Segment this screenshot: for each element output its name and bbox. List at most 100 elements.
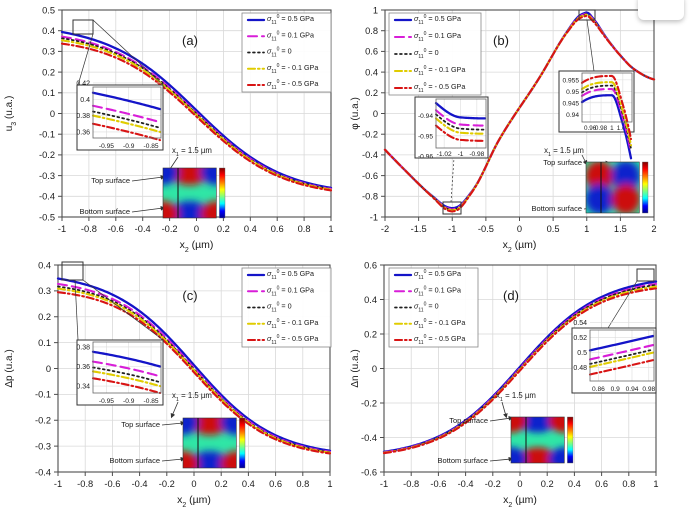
svg-text:-0.96: -0.96	[418, 154, 433, 161]
svg-text:0.2: 0.2	[42, 67, 55, 77]
svg-text:0.86: 0.86	[592, 386, 605, 393]
svg-text:Top surface: Top surface	[449, 416, 488, 425]
svg-text:Top surface: Top surface	[91, 176, 130, 185]
svg-text:-0.4: -0.4	[35, 467, 51, 477]
svg-text:-0.95: -0.95	[418, 133, 433, 140]
svg-text:0: 0	[46, 364, 51, 374]
svg-text:-1: -1	[380, 479, 388, 489]
svg-text:0.42: 0.42	[76, 80, 90, 87]
svg-text:0.945: 0.945	[562, 100, 579, 107]
svg-text:1: 1	[328, 224, 333, 234]
svg-text:-0.4: -0.4	[135, 224, 151, 234]
svg-text:0.98: 0.98	[642, 386, 655, 393]
svg-text:-1: -1	[458, 151, 464, 158]
svg-text:-0.6: -0.6	[108, 224, 124, 234]
svg-text:0.48: 0.48	[573, 365, 587, 372]
svg-text:2: 2	[651, 224, 656, 234]
svg-text:1: 1	[327, 479, 332, 489]
svg-text:-2: -2	[381, 224, 389, 234]
svg-text:0.6: 0.6	[595, 479, 608, 489]
svg-text:-0.9: -0.9	[123, 143, 135, 150]
svg-text:0.54: 0.54	[573, 320, 587, 327]
svg-text:0.8: 0.8	[622, 479, 635, 489]
svg-text:0.2: 0.2	[365, 88, 378, 98]
svg-text:Top surface: Top surface	[121, 420, 160, 429]
svg-text:-0.4: -0.4	[361, 433, 377, 443]
svg-text:0.5: 0.5	[577, 350, 587, 357]
svg-text:0.4: 0.4	[80, 97, 90, 104]
svg-text:Δn (u.a.): Δn (u.a.)	[350, 349, 361, 387]
svg-text:0.38: 0.38	[76, 113, 90, 120]
svg-text:-0.95: -0.95	[99, 143, 114, 150]
svg-text:0.98: 0.98	[595, 125, 608, 132]
svg-text:-0.2: -0.2	[485, 479, 501, 489]
svg-text:-1: -1	[448, 224, 456, 234]
svg-text:1.5: 1.5	[614, 224, 627, 234]
svg-text:0.5: 0.5	[42, 5, 55, 15]
svg-text:-0.85: -0.85	[144, 143, 159, 150]
svg-text:(b): (b)	[493, 33, 509, 48]
svg-text:0: 0	[372, 364, 377, 374]
svg-text:0: 0	[50, 109, 55, 119]
svg-text:0.8: 0.8	[298, 224, 311, 234]
svg-text:0.6: 0.6	[269, 479, 282, 489]
svg-text:-0.4: -0.4	[39, 192, 55, 202]
svg-text:-0.2: -0.2	[159, 479, 175, 489]
svg-text:Bottom surface: Bottom surface	[532, 204, 582, 213]
svg-text:-0.4: -0.4	[458, 479, 474, 489]
svg-text:-0.8: -0.8	[77, 479, 93, 489]
svg-text:(d): (d)	[503, 288, 519, 303]
svg-text:-0.6: -0.6	[361, 467, 377, 477]
svg-text:-0.8: -0.8	[362, 192, 378, 202]
svg-text:1: 1	[610, 125, 614, 132]
svg-text:Bottom surface: Bottom surface	[110, 456, 160, 465]
svg-text:-0.6: -0.6	[430, 479, 446, 489]
svg-text:-0.3: -0.3	[35, 441, 51, 451]
svg-text:-1: -1	[58, 224, 66, 234]
svg-text:Top surface: Top surface	[543, 158, 582, 167]
svg-text:0: 0	[517, 224, 522, 234]
svg-text:-0.94: -0.94	[418, 113, 433, 120]
svg-text:0.3: 0.3	[42, 47, 55, 57]
svg-text:-0.5: -0.5	[478, 224, 494, 234]
svg-text:0.3: 0.3	[38, 286, 51, 296]
svg-text:-0.98: -0.98	[469, 151, 484, 158]
svg-text:0: 0	[191, 479, 196, 489]
svg-text:-0.2: -0.2	[162, 224, 178, 234]
svg-text:0.2: 0.2	[38, 312, 51, 322]
svg-text:-0.5: -0.5	[39, 212, 55, 222]
svg-text:-0.2: -0.2	[362, 130, 378, 140]
svg-text:0.2: 0.2	[541, 479, 554, 489]
svg-text:-1: -1	[54, 479, 62, 489]
svg-text:-0.9: -0.9	[123, 398, 135, 405]
svg-text:Δp (u.a.): Δp (u.a.)	[4, 349, 15, 387]
svg-text:-0.95: -0.95	[99, 398, 114, 405]
svg-text:-0.1: -0.1	[39, 130, 55, 140]
svg-text:1: 1	[653, 479, 658, 489]
svg-text:-0.4: -0.4	[362, 150, 378, 160]
svg-text:0.6: 0.6	[271, 224, 284, 234]
svg-text:0.8: 0.8	[296, 479, 309, 489]
svg-text:0: 0	[194, 224, 199, 234]
svg-text:0.34: 0.34	[76, 384, 90, 391]
svg-text:(c): (c)	[182, 288, 197, 303]
svg-text:0.94: 0.94	[626, 386, 639, 393]
svg-text:φ (u.a.): φ (u.a.)	[350, 97, 361, 130]
svg-text:0.955: 0.955	[562, 77, 579, 84]
svg-text:0.4: 0.4	[568, 479, 581, 489]
svg-text:-1.5: -1.5	[411, 224, 427, 234]
svg-text:-1.02: -1.02	[437, 151, 452, 158]
svg-text:0.4: 0.4	[42, 26, 55, 36]
svg-text:0.36: 0.36	[76, 364, 90, 371]
svg-text:0.6: 0.6	[364, 260, 377, 270]
svg-text:0: 0	[373, 109, 378, 119]
svg-text:0.94: 0.94	[566, 112, 579, 119]
svg-text:0.6: 0.6	[365, 47, 378, 57]
svg-text:-0.2: -0.2	[361, 398, 377, 408]
svg-text:0.9: 0.9	[611, 386, 620, 393]
svg-text:0.38: 0.38	[76, 344, 90, 351]
svg-text:0: 0	[517, 479, 522, 489]
svg-text:0.8: 0.8	[365, 26, 378, 36]
svg-text:0.1: 0.1	[42, 88, 55, 98]
svg-text:0.4: 0.4	[365, 67, 378, 77]
